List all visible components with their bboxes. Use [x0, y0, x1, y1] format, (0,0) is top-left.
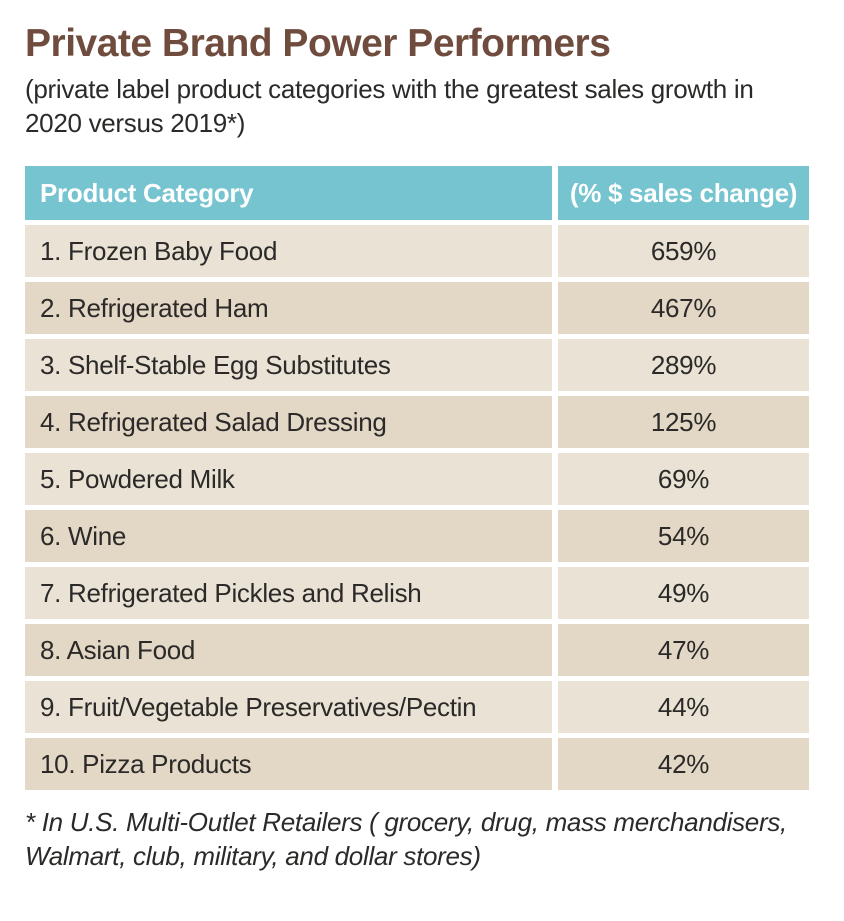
- page-title: Private Brand Power Performers: [25, 22, 611, 65]
- infographic-table-figure: Private Brand Power Performers (private …: [25, 22, 809, 872]
- column-header-sales-change: (% $ sales change): [558, 166, 809, 221]
- sales-growth-table: Product Category (% $ sales change) 1. F…: [25, 166, 809, 791]
- table-row-category: 5. Powdered Milk: [25, 453, 552, 506]
- table-row-value: 47%: [558, 624, 809, 677]
- subtitle: (private label product categories with t…: [25, 73, 754, 138]
- table-row-value: 42%: [558, 738, 809, 791]
- table-row-value: 44%: [558, 681, 809, 734]
- table-row-value: 125%: [558, 396, 809, 449]
- table-row-value: 49%: [558, 567, 809, 620]
- table-row-category: 1. Frozen Baby Food: [25, 225, 552, 278]
- table-row-category: 2. Refrigerated Ham: [25, 282, 552, 335]
- table-row-category: 6. Wine: [25, 510, 552, 563]
- table-row-category: 9. Fruit/Vegetable Preservatives/Pectin: [25, 681, 552, 734]
- table-row-category: 4. Refrigerated Salad Dressing: [25, 396, 552, 449]
- table-row-category: 10. Pizza Products: [25, 738, 552, 791]
- table-row-category: 8. Asian Food: [25, 624, 552, 677]
- table-row-value: 289%: [558, 339, 809, 392]
- table-row-value: 54%: [558, 510, 809, 563]
- table-row-value: 467%: [558, 282, 809, 335]
- table-row-value: 69%: [558, 453, 809, 506]
- column-header-product-category: Product Category: [25, 166, 552, 221]
- table-row-category: 3. Shelf-Stable Egg Substitutes: [25, 339, 552, 392]
- footnote: * In U.S. Multi-Outlet Retailers ( groce…: [25, 807, 787, 872]
- table-row-category: 7. Refrigerated Pickles and Relish: [25, 567, 552, 620]
- table-row-value: 659%: [558, 225, 809, 278]
